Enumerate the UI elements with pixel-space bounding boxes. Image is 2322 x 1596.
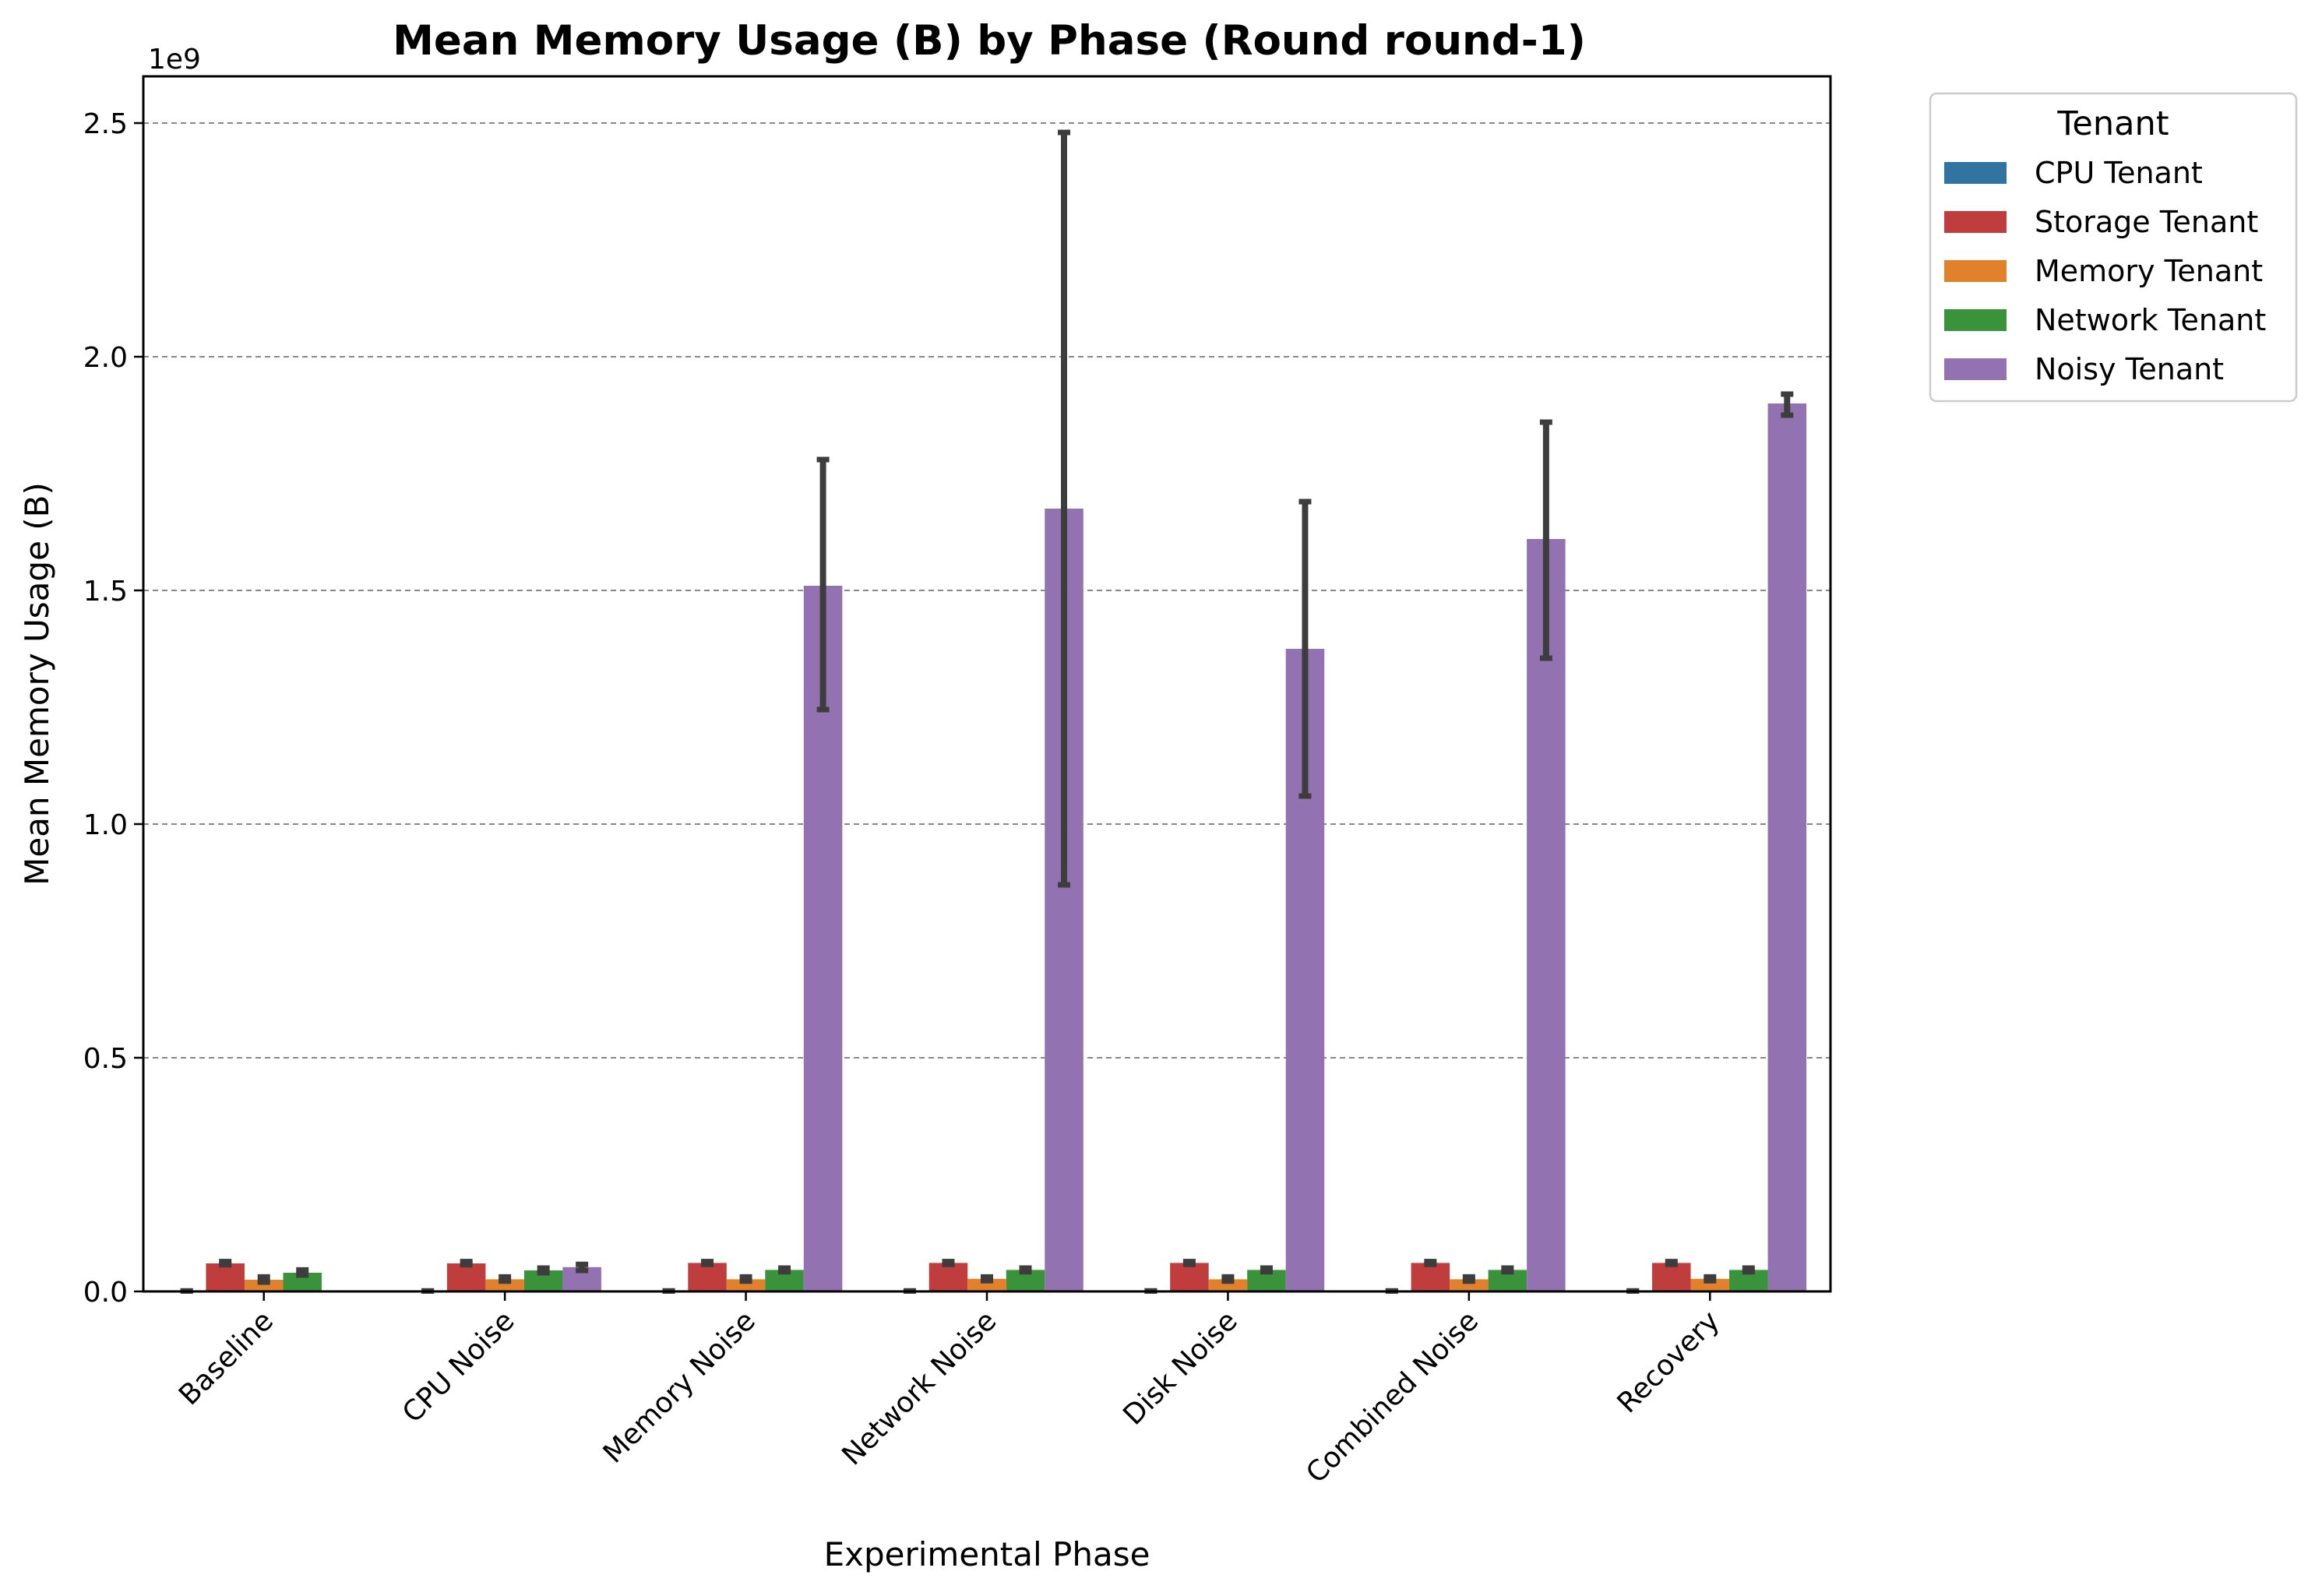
legend-label: CPU Tenant <box>2035 156 2203 190</box>
x-tick-label: Network Noise <box>836 1305 1002 1471</box>
bar <box>1411 1263 1450 1291</box>
legend-swatch <box>1944 260 2007 282</box>
bar <box>928 1263 968 1291</box>
bar <box>688 1263 727 1291</box>
y-tick-label: 0.5 <box>83 1043 128 1075</box>
legend: Tenant CPU Tenant Storage Tenant Memory Te… <box>1929 92 2298 403</box>
y-tick-label: 1.0 <box>83 809 128 841</box>
legend-label: Storage Tenant <box>2035 205 2258 239</box>
bar <box>1450 1279 1489 1291</box>
plot-frame <box>142 75 1832 1293</box>
legend-swatch <box>1944 211 2007 233</box>
bar <box>206 1263 245 1291</box>
legend-swatch <box>1944 162 2007 184</box>
y-axis-title: Mean Memory Usage (B) <box>18 482 56 886</box>
bar <box>1527 539 1566 1291</box>
y-tick-label: 1.5 <box>83 576 128 608</box>
x-tick-label: Combined Noise <box>1300 1305 1485 1489</box>
legend-swatch <box>1944 309 2007 331</box>
legend-swatch <box>1944 358 2007 380</box>
x-tick-label: Memory Noise <box>597 1305 762 1469</box>
bar <box>1767 403 1807 1291</box>
x-tick-label: Recovery <box>1612 1305 1726 1419</box>
bar <box>1690 1278 1730 1291</box>
bar <box>967 1278 1006 1291</box>
chart-title: Mean Memory Usage (B) by Phase (Round ro… <box>393 17 1586 65</box>
legend-frame <box>1929 92 2298 403</box>
y-tick-label: 0.0 <box>83 1277 128 1309</box>
bar <box>244 1280 284 1291</box>
legend-items: CPU Tenant Storage Tenant Memory Tenant Net… <box>1944 156 2266 386</box>
y-exponent-label: 1e9 <box>148 44 201 76</box>
legend-label: Noisy Tenant <box>2035 352 2224 386</box>
bar-groups <box>167 403 1807 1291</box>
bar <box>1208 1279 1248 1291</box>
bar <box>1652 1263 1691 1291</box>
y-tick-label: 2.0 <box>83 342 128 374</box>
x-tick-label: Disk Noise <box>1117 1305 1243 1431</box>
x-tick-label: CPU Noise <box>396 1305 520 1429</box>
x-axis-title: Experimental Phase <box>824 1535 1150 1573</box>
x-axis-ticks: Baseline CPU Noise Memory Noise Network Noi… <box>173 1291 1726 1489</box>
bar <box>1170 1263 1209 1291</box>
x-tick-label: Baseline <box>173 1305 280 1411</box>
legend-label: Memory Tenant <box>2035 254 2263 288</box>
bar <box>726 1279 766 1291</box>
bar <box>485 1279 524 1291</box>
y-tick-label: 2.5 <box>83 108 128 140</box>
legend-title: Tenant <box>2056 104 2169 143</box>
y-axis-ticks: 0.0 0.5 1.0 1.5 2.0 2.5 <box>83 108 143 1309</box>
legend-label: Network Tenant <box>2035 303 2266 337</box>
y-gridlines <box>143 122 1830 1059</box>
bar <box>446 1263 486 1291</box>
